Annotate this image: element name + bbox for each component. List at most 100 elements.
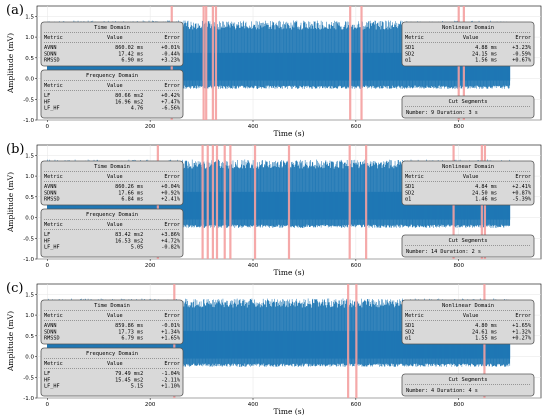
x-tick-label: 400 [248,124,259,130]
cut-segment-marker [365,145,368,259]
x-tick-label: 800 [453,402,464,408]
cut-segment-marker [355,284,358,398]
column-header: Error [164,174,180,180]
table-cell-metric: LF_HF [44,106,60,112]
y-axis-title: Amplitude (mV) [6,311,15,372]
column-header: Metric [44,35,63,41]
table-cell-error: -0.01% [161,323,181,329]
cut-segment-marker [349,6,352,120]
table-cell-metric: LF [44,371,50,377]
cut-segment-marker [360,6,363,120]
column-header: Metric [44,313,63,319]
time-domain-box: Time Domain Metric Value Error AVNN 859.86 ms… [40,299,184,345]
table-cell-value: 15.45 ms2 [115,377,143,383]
ecg-chart: 0 200 400 600 800 -1.0 -0.5 0.0 0.5 1.0 1.5 Time (s… [6,5,542,138]
box-title: Cut Segments [449,238,488,244]
box-title: Cut Segments [449,99,488,105]
table-cell-error: -0.59% [512,51,532,57]
panel-b: (b) 0 200 400 600 800 -1.0 -0.5 0.0 0.5 1.0 1.5 Tim… [0,139,550,277]
frequency-domain-box: Frequency Domain Metric Value Error LF 80.66 … [40,69,184,119]
cut-segments-box: Cut Segments Number: 4 Duration: 4 s [401,373,535,397]
table-cell-value: 24.50 ms [472,190,497,196]
box-title: Frequency Domain [86,73,138,79]
box-title: Time Domain [94,25,130,31]
table-cell-error: +7.47% [161,99,181,105]
box-title: Frequency Domain [86,351,138,357]
column-header: Error [164,361,180,367]
x-tick-label: 200 [145,263,156,269]
cut-segments-summary: Number: 4 Duration: 4 s [406,388,478,394]
table-cell-error: -1.04% [161,371,181,377]
table-cell-value: 4.80 ms [475,323,497,329]
y-tick-label: -0.5 [23,375,34,381]
cut-segment-marker [229,145,232,259]
table-cell-error: +2.41% [512,184,532,190]
table-cell-error: -5.39% [512,197,532,203]
table-cell-metric: LF [44,232,50,238]
y-tick-label: -0.5 [23,97,34,103]
table-cell-value: 860.02 ms [115,45,143,51]
table-cell-error: +1.10% [161,384,181,390]
column-header: Metric [405,174,424,180]
time-domain-box: Time Domain Metric Value Error AVNN 860.02 ms… [40,21,184,67]
box-background [401,95,535,119]
box-background [401,160,535,206]
x-tick-label: 200 [145,402,156,408]
box-title: Nonlinear Domain [442,303,494,309]
y-tick-label: -1.0 [23,118,34,124]
panel-a: (a) 0 200 400 600 800 -1.0 -0.5 0.0 0.5 1.0 1.5 Tim… [0,0,550,138]
cut-segment-marker [347,284,350,398]
column-header: Error [515,174,531,180]
table-cell-metric: AVNN [44,45,57,51]
x-axis-title: Time (s) [273,407,304,416]
column-header: Value [107,222,123,228]
table-cell-value: 6.90 ms [121,58,143,64]
cut-segment-marker [214,6,218,120]
frequency-domain-box: Frequency Domain Metric Value Error LF 79.49 … [40,347,184,397]
column-header: Error [164,222,180,228]
box-background [40,208,184,258]
y-tick-label: 0.0 [25,355,34,361]
y-tick-label: 1.5 [25,292,34,298]
cut-segment-marker [205,6,208,120]
ecg-chart: 0 200 400 600 800 -1.0 -0.5 0.0 0.5 1.0 1.5 Time (s… [6,144,542,277]
table-cell-value: 4.76 [131,106,144,112]
table-cell-value: 17.73 ms [118,329,143,335]
cut-segment-marker [211,145,214,259]
table-cell-error: -6.56% [161,106,181,112]
x-tick-label: 200 [145,124,156,130]
x-tick-label: 0 [46,263,50,269]
cut-segment-marker [206,145,209,259]
column-header: Value [107,83,123,89]
table-cell-metric: SDNN [44,190,57,196]
table-cell-metric: SD2 [405,329,414,335]
column-header: Metric [44,174,63,180]
table-cell-error: -0.82% [161,245,181,251]
y-tick-label: 0.0 [25,216,34,222]
cut-segment-marker [253,145,257,259]
cut-segments-summary: Number: 14 Duration: 2 s [406,249,481,255]
box-background [401,373,535,397]
x-tick-label: 400 [248,263,259,269]
table-cell-value: 79.49 ms2 [115,371,143,377]
cut-segment-marker [348,145,351,259]
column-header: Metric [405,313,424,319]
panel-c: (c) 0 200 400 600 800 -1.0 -0.5 0.0 0.5 1.0 1.5 Tim… [0,278,550,416]
column-header: Error [164,35,180,41]
column-header: Value [107,361,123,367]
table-cell-error: +1.65% [161,336,181,342]
y-tick-label: 1.5 [25,153,34,159]
table-cell-value: 4.88 ms [475,45,497,51]
table-cell-error: +4.72% [161,238,181,244]
x-tick-label: 400 [248,402,259,408]
y-tick-label: 1.0 [25,313,34,319]
box-background [40,69,184,119]
cut-segment-marker [211,6,214,120]
table-cell-value: 860.26 ms [115,184,143,190]
box-background [40,347,184,397]
box-background [401,234,535,258]
column-header: Value [463,313,479,319]
x-tick-label: 600 [351,124,362,130]
table-cell-error: +0.01% [161,45,181,51]
table-cell-metric: SD1 [405,323,414,329]
